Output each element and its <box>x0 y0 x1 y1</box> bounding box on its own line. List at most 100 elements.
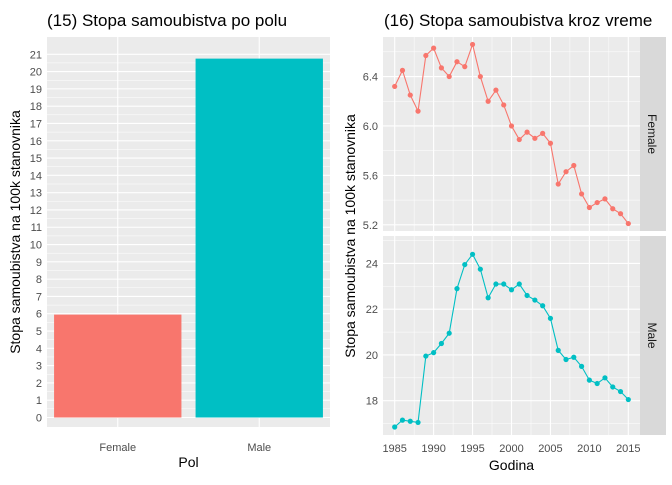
line-point-female <box>578 191 585 197</box>
line-y-tick-labels: 5.2 5.6 6.0 6.4 18 20 22 24 <box>363 72 378 408</box>
line-point-female <box>462 64 468 70</box>
bar-y-tick-label: 2 <box>36 378 42 390</box>
line-point-female <box>407 92 413 98</box>
line-point-female <box>524 129 530 135</box>
line-point-male <box>516 281 522 287</box>
bar-y-tick-label: 3 <box>36 361 42 373</box>
line-point-female <box>501 102 507 108</box>
bar-y-tick-label: 14 <box>30 170 42 182</box>
line-x-tick-label: 2015 <box>616 443 640 455</box>
bar-y-tick-label: 5 <box>36 326 42 338</box>
line-point-male <box>493 281 499 287</box>
bar-chart: (15) Stopa samoubistva po polu 012345678… <box>7 11 330 470</box>
facet-female-strip <box>640 37 666 231</box>
line-y-tick-label: 5.2 <box>363 220 378 232</box>
line-point-male <box>415 419 421 426</box>
bar-y-tick-label: 8 <box>36 274 42 286</box>
line-x-tick-label: 2005 <box>538 443 562 455</box>
line-point-female <box>431 45 437 51</box>
line-point-female <box>586 204 592 211</box>
bar-male <box>195 58 323 418</box>
line-point-male <box>501 281 507 287</box>
bar-x-tick-label: Female <box>99 442 136 454</box>
line-point-male <box>431 350 437 356</box>
line-point-male <box>594 380 600 387</box>
bar-y-tick-label: 0 <box>36 412 42 424</box>
line-point-male <box>563 356 569 363</box>
bar-y-tick-label: 6 <box>36 309 42 321</box>
line-point-male <box>399 417 406 423</box>
line-chart-title: (16) Stopa samoubistva kroz vreme <box>384 11 652 30</box>
bar-y-tick-label: 13 <box>30 188 42 200</box>
bar-y-tick-label: 10 <box>30 240 42 252</box>
line-point-female <box>547 140 554 146</box>
line-point-female <box>555 181 561 187</box>
line-point-female <box>477 73 483 80</box>
line-x-tick-labels: 1985 1990 1995 2000 2005 2010 2015 <box>382 443 640 455</box>
facet-female-strip-label: Female <box>645 114 659 154</box>
bar-x-tick-label: Male <box>247 442 271 454</box>
line-point-male <box>446 330 452 336</box>
line-point-female <box>493 87 499 93</box>
line-point-male <box>555 347 561 353</box>
line-point-female <box>571 162 577 169</box>
line-point-male <box>477 266 483 272</box>
bar-y-tick-label: 18 <box>30 101 42 113</box>
bar-y-tick-label: 7 <box>36 291 42 303</box>
line-y-tick-label: 20 <box>366 350 378 362</box>
bar-y-axis-label: Stopa samoubistva na 100k stanovnika <box>7 110 23 354</box>
bar-y-tick-label: 21 <box>30 49 42 61</box>
line-x-tick-label: 1985 <box>382 443 406 455</box>
line-point-male <box>485 295 491 301</box>
line-point-male <box>602 375 608 381</box>
bar-y-tick-label: 1 <box>36 395 42 407</box>
bar-y-tick-label: 17 <box>30 118 42 130</box>
line-point-male <box>610 384 616 390</box>
line-point-female <box>540 130 546 136</box>
line-point-female <box>508 123 515 129</box>
line-point-female <box>594 199 600 206</box>
line-marks <box>392 41 631 430</box>
line-point-female <box>532 135 538 141</box>
line-point-male <box>438 340 445 347</box>
line-point-male <box>540 303 546 309</box>
bar-y-tick-label: 19 <box>30 84 42 96</box>
bar-marks <box>54 58 323 418</box>
bar-y-tick-label: 20 <box>30 67 42 79</box>
line-point-female <box>602 196 608 202</box>
line-point-female <box>625 220 631 227</box>
line-point-female <box>415 108 421 114</box>
line-point-male <box>578 363 585 369</box>
bar-y-tick-label: 16 <box>30 136 42 148</box>
facet-male-strip-label: Male <box>645 322 659 348</box>
line-point-female <box>446 73 452 80</box>
line-y-tick-label: 24 <box>366 258 378 270</box>
line-x-tick-label: 1995 <box>460 443 484 455</box>
line-point-female <box>438 65 445 71</box>
bar-y-tick-label: 4 <box>36 343 42 355</box>
line-x-tick-label: 2010 <box>577 443 601 455</box>
bar-female <box>54 314 182 418</box>
line-point-male <box>392 424 398 430</box>
line-gridlines <box>383 37 640 435</box>
line-point-male <box>423 353 429 359</box>
line-point-female <box>610 206 616 212</box>
line-point-male <box>571 354 577 360</box>
bar-y-tick-label: 11 <box>31 222 42 234</box>
line-point-male <box>454 286 460 292</box>
line-point-female <box>469 41 476 48</box>
facet-male-strip <box>640 236 666 435</box>
bar-y-tick-label: 12 <box>30 205 42 217</box>
line-point-female <box>617 211 624 217</box>
line-point-male <box>617 388 624 395</box>
bar-x-axis-label: Pol <box>178 454 198 470</box>
line-point-male <box>524 292 530 299</box>
line-point-male <box>586 377 592 383</box>
line-point-female <box>516 136 522 143</box>
line-point-male <box>625 396 631 403</box>
line-point-female <box>485 98 491 104</box>
bar-y-tick-label: 9 <box>36 257 42 269</box>
